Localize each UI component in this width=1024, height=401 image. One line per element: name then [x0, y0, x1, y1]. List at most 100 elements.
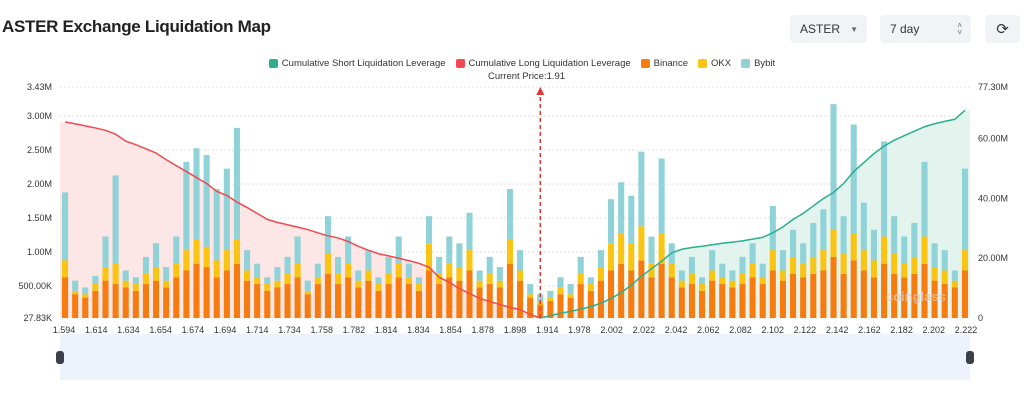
bybit-bar [891, 216, 898, 254]
okx-bar [891, 253, 898, 274]
legend-item[interactable]: Cumulative Short Liquidation Leverage [268, 58, 446, 69]
legend-label: OKX [711, 58, 732, 69]
y-left-tick-label: 500.00K [18, 281, 52, 291]
okx-bar [638, 226, 645, 261]
okx-bar [547, 297, 554, 302]
bybit-bar [72, 280, 79, 291]
x-tick-label: 2.122 [794, 325, 817, 335]
okx-bar [193, 239, 200, 264]
okx-bar [436, 273, 443, 285]
refresh-button[interactable]: ⟳ [985, 15, 1020, 43]
legend-swatch [741, 59, 751, 68]
okx-bar [587, 284, 594, 291]
slider-right-handle[interactable] [966, 351, 974, 364]
okx-bar [142, 273, 149, 285]
zoom-slider[interactable] [56, 334, 974, 380]
binance-bar [335, 284, 342, 318]
binance-bar [82, 297, 89, 318]
bybit-bar [719, 263, 726, 278]
bybit-bar [769, 205, 776, 251]
bybit-bar [688, 256, 695, 274]
bybit-bar [345, 236, 352, 264]
okx-bar [951, 280, 958, 288]
binance-bar [72, 294, 79, 318]
binance-bar [901, 277, 908, 318]
okx-bar [800, 263, 807, 278]
bybit-bar [557, 277, 564, 288]
bybit-bar [729, 270, 736, 281]
binance-bar [931, 280, 938, 318]
range-select[interactable]: 7 day ˄ ˅ [880, 15, 971, 43]
bybit-bar [365, 250, 372, 271]
okx-bar [415, 284, 422, 291]
binance-bar [881, 263, 888, 318]
okx-bar [881, 236, 888, 264]
binance-bar [537, 304, 544, 318]
bybit-bar [223, 168, 230, 251]
binance-bar [527, 297, 534, 318]
legend-item[interactable]: Binance [640, 58, 688, 69]
legend-item[interactable]: Cumulative Long Liquidation Leverage [455, 58, 631, 69]
binance-bar [800, 277, 807, 318]
okx-bar [476, 280, 483, 288]
bybit-bar [901, 236, 908, 264]
y-left-tick-label: 3.00M [27, 111, 52, 121]
x-tick-label: 1.614 [85, 325, 108, 335]
okx-bar [719, 277, 726, 285]
bybit-bar [709, 250, 716, 271]
legend-item[interactable]: Bybit [741, 58, 775, 69]
refresh-icon: ⟳ [996, 21, 1009, 38]
binance-bar [163, 287, 170, 318]
binance-bar [203, 267, 210, 318]
x-tick-label: 1.854 [439, 325, 462, 335]
binance-bar [132, 290, 139, 318]
okx-bar [173, 263, 180, 278]
binance-bar [870, 277, 877, 318]
binance-bar [456, 280, 463, 318]
y-right-tick-label: 40.00M [978, 193, 1008, 203]
slider-left-handle[interactable] [56, 351, 64, 364]
bybit-bar [517, 250, 524, 271]
okx-bar [618, 233, 625, 264]
legend-item[interactable]: OKX [698, 58, 731, 69]
okx-bar [203, 246, 210, 268]
okx-bar [122, 280, 129, 288]
bybit-bar [415, 277, 422, 285]
bybit-bar [749, 243, 756, 264]
bybit-bar [213, 188, 220, 261]
okx-bar [284, 273, 291, 285]
okx-bar [466, 250, 473, 271]
okx-bar [961, 250, 968, 271]
binance-bar [142, 284, 149, 318]
okx-bar [254, 277, 261, 285]
okx-bar [699, 284, 706, 291]
bybit-bar [122, 270, 129, 281]
bybit-bar [466, 212, 473, 251]
okx-bar [911, 256, 918, 274]
bybit-bar [911, 222, 918, 257]
okx-bar [941, 270, 948, 285]
binance-bar [638, 260, 645, 318]
okx-bar [506, 239, 513, 264]
bybit-bar [163, 267, 170, 281]
binance-bar [476, 287, 483, 318]
bybit-bar [284, 256, 291, 274]
bybit-bar [294, 236, 301, 264]
okx-bar [405, 277, 412, 285]
binance-bar [729, 287, 736, 318]
okx-bar [456, 267, 463, 281]
binance-bar [517, 280, 524, 318]
okx-bar [759, 277, 766, 285]
okx-bar [486, 273, 493, 285]
legend-swatch [268, 59, 278, 68]
binance-bar [506, 263, 513, 318]
binance-bar [223, 270, 230, 318]
okx-bar [648, 263, 655, 278]
binance-bar [597, 280, 604, 318]
okx-bar [132, 284, 139, 291]
binance-bar [790, 273, 797, 318]
bybit-bar [577, 256, 584, 274]
binance-bar [446, 277, 453, 318]
coin-select[interactable]: ASTER ▼ [790, 15, 867, 43]
